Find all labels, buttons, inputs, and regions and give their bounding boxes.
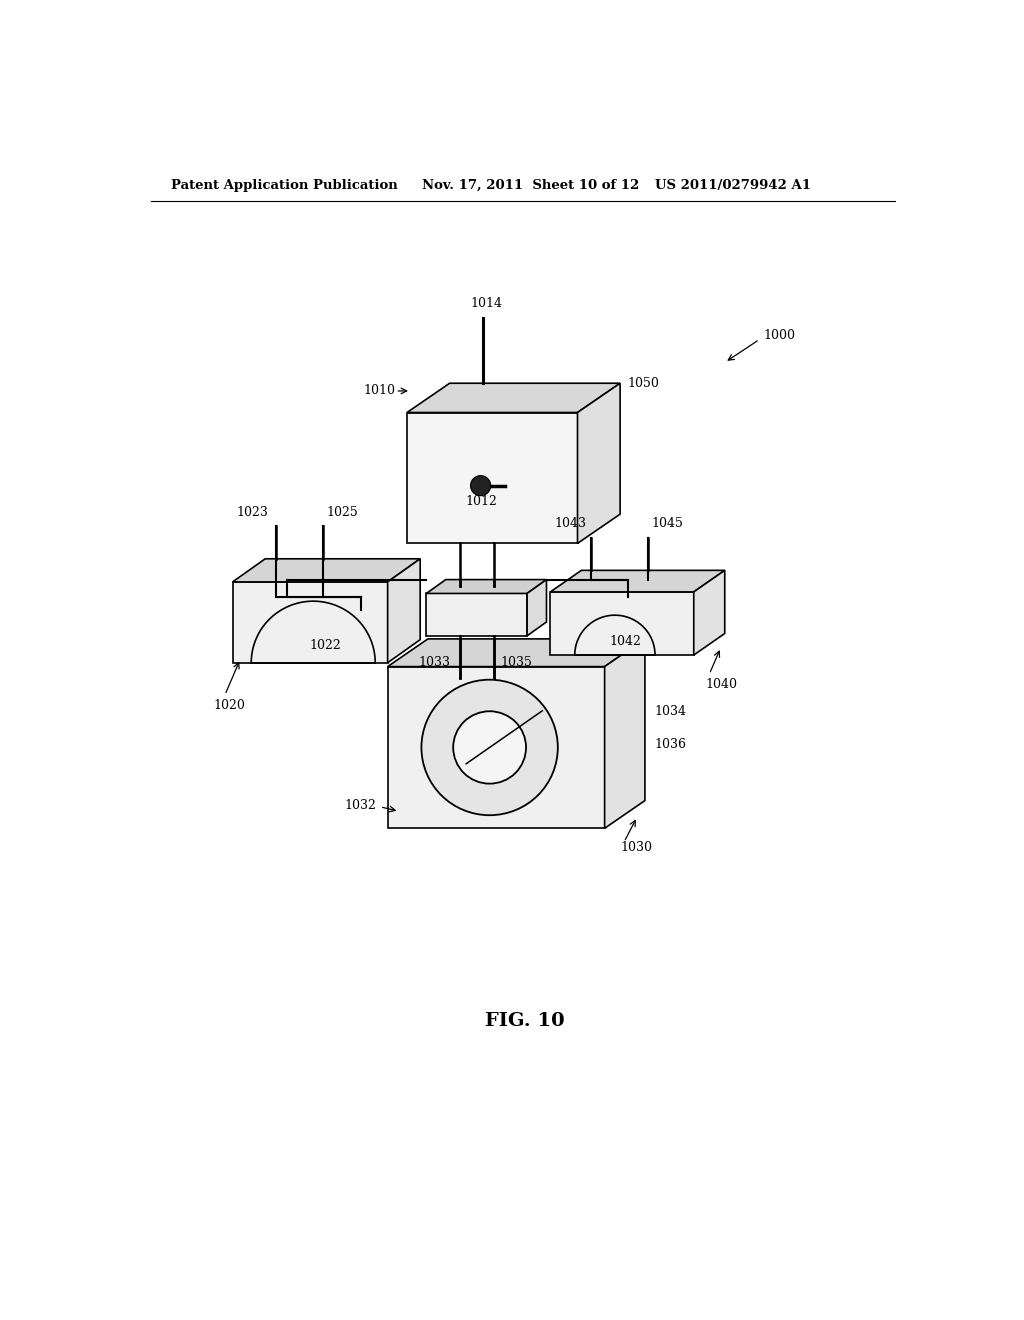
Text: 1040: 1040	[706, 677, 737, 690]
Text: 1043: 1043	[555, 517, 587, 531]
Text: 1033: 1033	[419, 656, 451, 669]
Text: 1000: 1000	[764, 329, 796, 342]
Polygon shape	[426, 579, 547, 594]
Text: Patent Application Publication: Patent Application Publication	[171, 178, 397, 191]
Text: 1050: 1050	[628, 376, 659, 389]
Circle shape	[454, 711, 526, 784]
Circle shape	[422, 680, 558, 816]
Text: 1034: 1034	[654, 705, 686, 718]
Circle shape	[471, 475, 490, 496]
Polygon shape	[527, 579, 547, 636]
Polygon shape	[407, 413, 578, 544]
Text: 1025: 1025	[327, 506, 358, 519]
Polygon shape	[578, 383, 621, 544]
Polygon shape	[426, 594, 527, 636]
Text: 1045: 1045	[651, 517, 684, 531]
Text: 1032: 1032	[344, 799, 376, 812]
Text: FIG. 10: FIG. 10	[485, 1012, 564, 1030]
Polygon shape	[407, 383, 621, 413]
Polygon shape	[604, 639, 645, 829]
Text: 1020: 1020	[213, 698, 245, 711]
Polygon shape	[550, 591, 693, 655]
Polygon shape	[232, 558, 420, 582]
Text: 1042: 1042	[609, 635, 641, 648]
Text: 1012: 1012	[465, 495, 497, 508]
Text: 1010: 1010	[364, 384, 395, 397]
Polygon shape	[550, 570, 725, 591]
Text: 1036: 1036	[654, 738, 686, 751]
Text: 1023: 1023	[237, 506, 268, 519]
Polygon shape	[232, 582, 388, 663]
Text: 1030: 1030	[621, 841, 652, 854]
Text: 1035: 1035	[500, 656, 531, 669]
Text: 1022: 1022	[309, 639, 341, 652]
Polygon shape	[388, 639, 645, 667]
Polygon shape	[693, 570, 725, 655]
Polygon shape	[388, 667, 604, 829]
Text: US 2011/0279942 A1: US 2011/0279942 A1	[655, 178, 811, 191]
Text: 1014: 1014	[470, 297, 502, 310]
Text: Nov. 17, 2011  Sheet 10 of 12: Nov. 17, 2011 Sheet 10 of 12	[423, 178, 640, 191]
Polygon shape	[388, 558, 420, 663]
